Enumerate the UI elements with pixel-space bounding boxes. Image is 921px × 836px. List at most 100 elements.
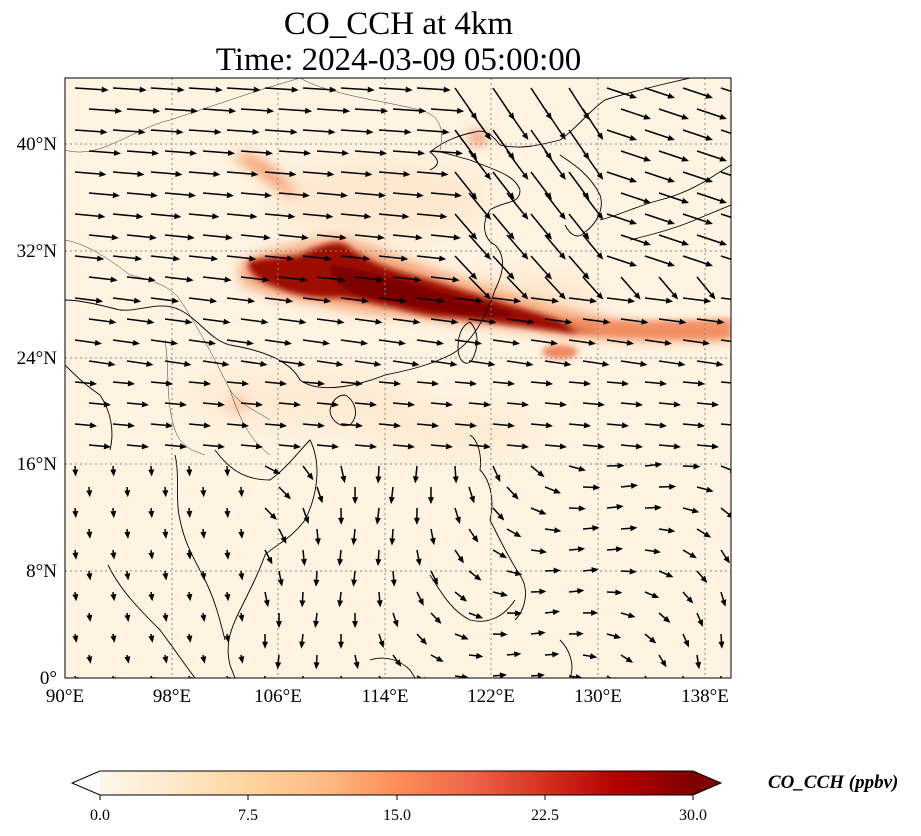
- wind-arrow-shaft: [150, 423, 170, 427]
- wind-arrow-head: [299, 641, 306, 649]
- wind-arrow-head: [705, 92, 713, 99]
- wind-arrow-head: [148, 276, 156, 283]
- wind-arrow-head: [429, 537, 436, 546]
- wind-arrow-head: [337, 318, 345, 325]
- wind-arrow-shaft: [112, 423, 132, 427]
- wind-arrow-head: [499, 551, 507, 559]
- wind-arrow-shaft: [240, 318, 265, 323]
- wind-arrow-head: [175, 171, 183, 178]
- wind-arrow-shaft: [735, 319, 759, 322]
- wind-arrow-head: [148, 552, 155, 560]
- wind-arrow-head: [136, 213, 144, 220]
- wind-arrow-head: [559, 132, 566, 140]
- wind-arrow-head: [705, 176, 713, 183]
- wind-arrow-head: [452, 276, 460, 283]
- y-tick-label: 40°N: [17, 134, 58, 155]
- wind-arrow-shaft: [492, 339, 517, 344]
- wind-arrow-shaft: [682, 213, 710, 224]
- wind-arrow-head: [151, 149, 160, 156]
- wind-arrow-head: [110, 552, 117, 560]
- wind-arrow-shaft: [606, 171, 634, 182]
- wind-arrow-shaft: [644, 675, 648, 678]
- wind-arrow-head: [265, 149, 274, 156]
- wind-arrow-head: [375, 476, 382, 484]
- wind-arrow-shaft: [568, 381, 588, 385]
- wind-arrow-shaft: [682, 423, 702, 427]
- wind-arrow-head: [596, 292, 604, 300]
- wind-arrow-head: [689, 552, 697, 559]
- wind-arrow-head: [695, 661, 702, 670]
- wind-arrow-shaft: [530, 213, 551, 238]
- colorbar-label: CO_CCH (ppbv): [768, 772, 898, 793]
- wind-arrow-head: [186, 469, 193, 477]
- wind-arrow-head: [736, 380, 743, 386]
- wind-arrow-head: [407, 443, 415, 450]
- wind-arrow-head: [72, 510, 79, 519]
- wind-arrow-shaft: [492, 255, 513, 278]
- wind-arrow-shaft: [582, 318, 607, 323]
- wind-arrow-head: [291, 86, 299, 93]
- wind-arrow-shaft: [430, 276, 456, 281]
- wind-arrow-shaft: [416, 171, 445, 176]
- wind-arrow-head: [597, 401, 605, 408]
- wind-arrow-shaft: [696, 150, 724, 161]
- wind-arrow-head: [263, 599, 270, 608]
- wind-arrow-shaft: [606, 675, 612, 678]
- wind-arrow-head: [635, 401, 643, 408]
- wind-arrow-shaft: [620, 318, 645, 323]
- wind-arrow-head: [469, 422, 477, 429]
- wind-arrow-head: [434, 616, 442, 624]
- wind-arrow-head: [329, 86, 337, 93]
- wind-arrow-head: [755, 319, 762, 325]
- wind-arrow-head: [394, 659, 402, 667]
- wind-arrow-shaft: [658, 192, 686, 203]
- wind-arrow-shaft: [150, 129, 180, 133]
- wind-arrow-shaft: [226, 171, 255, 176]
- wind-arrow-shaft: [112, 297, 138, 302]
- wind-arrow-shaft: [658, 360, 682, 366]
- wind-arrow-shaft: [682, 297, 708, 302]
- wind-arrow-head: [272, 468, 281, 475]
- wind-arrow-head: [461, 634, 469, 640]
- wind-arrow-shaft: [150, 297, 176, 302]
- wind-arrow-head: [264, 192, 272, 199]
- wind-arrow-shaft: [392, 150, 422, 154]
- plot-frame: [64, 77, 732, 679]
- wind-arrow-shaft: [264, 297, 290, 302]
- wind-arrow-head: [457, 555, 464, 564]
- wind-arrow-head: [200, 573, 207, 581]
- wind-arrow-shaft: [658, 318, 683, 323]
- wind-arrow-head: [103, 401, 111, 408]
- wind-arrow-head: [643, 197, 651, 204]
- wind-arrow-head: [750, 401, 757, 407]
- wind-arrow-head: [474, 339, 483, 346]
- wind-arrow-head: [702, 339, 711, 346]
- wind-arrow-head: [669, 483, 677, 490]
- wind-arrow-head: [418, 107, 427, 114]
- wind-arrow-head: [353, 661, 360, 670]
- wind-arrow-head: [583, 112, 590, 120]
- wind-arrow-head: [148, 635, 155, 643]
- wind-arrow-head: [399, 297, 408, 304]
- wind-arrow-head: [630, 525, 638, 532]
- wind-arrow-head: [252, 128, 260, 135]
- wind-arrow-head: [214, 128, 222, 135]
- wind-arrow-head: [559, 443, 567, 450]
- wind-arrow-head: [149, 234, 157, 241]
- wind-arrow-head: [559, 401, 567, 408]
- wind-arrow-shaft: [88, 150, 118, 154]
- wind-arrow-shaft: [74, 255, 101, 260]
- wind-arrow-shaft: [378, 423, 398, 427]
- wind-arrow-head: [432, 577, 439, 586]
- wind-arrow-head: [224, 510, 231, 519]
- wind-arrow-head: [521, 252, 529, 260]
- wind-arrow-shaft: [682, 339, 707, 344]
- wind-arrow-shaft: [354, 402, 374, 406]
- wind-arrow-head: [484, 252, 491, 260]
- wind-arrow-shaft: [164, 276, 190, 281]
- x-tick-label: 98°E: [153, 686, 191, 707]
- wind-arrow-head: [400, 255, 409, 262]
- wind-arrow-head: [417, 149, 426, 156]
- wind-arrow-head: [110, 635, 117, 643]
